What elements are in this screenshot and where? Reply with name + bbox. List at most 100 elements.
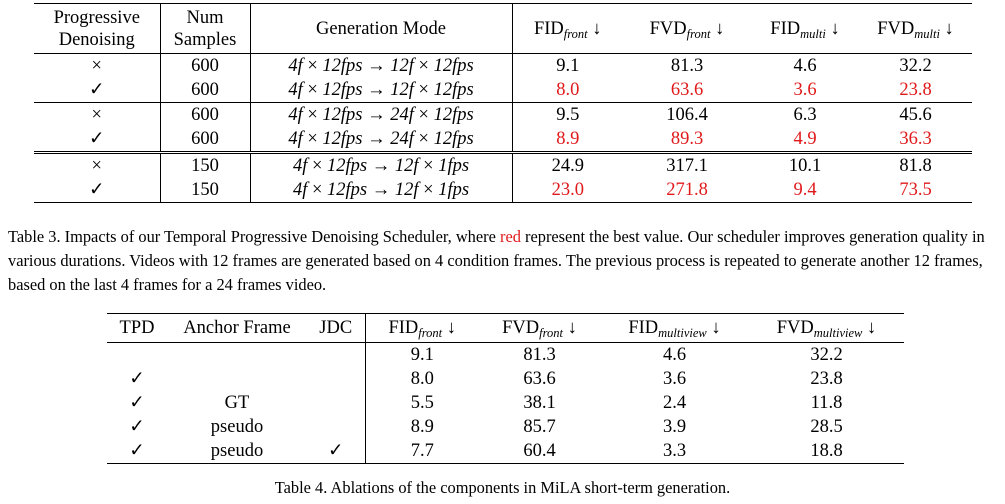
- fid-multi-cell: 4.9: [793, 129, 817, 149]
- fvd-front-cell: 81.3: [523, 345, 556, 365]
- table-4: TPD Anchor Frame JDC FIDfront ↓ FVDfront…: [107, 313, 904, 464]
- generation-mode-term: 1fps: [438, 156, 470, 176]
- generation-mode-term: 12fps: [322, 56, 363, 76]
- fvd-multi-cell: 36.3: [899, 129, 932, 149]
- anchor-frame-cell: pseudo: [210, 417, 264, 437]
- anchor-frame-cell: [167, 367, 307, 391]
- red-word: red: [499, 227, 521, 246]
- fid-front-cell: 8.9: [410, 417, 434, 437]
- jdc-cell: [307, 342, 366, 367]
- table-header-row: TPD Anchor Frame JDC FIDfront ↓ FVDfront…: [107, 313, 904, 343]
- col-header-anchor-frame: Anchor Frame: [183, 318, 291, 338]
- table-row: ✓ 8.0 63.6 3.6 23.8: [107, 367, 904, 391]
- jdc-cell: [307, 391, 366, 415]
- generation-mode-term: 12fps: [327, 180, 368, 200]
- fvd-multi-cell: 81.8: [899, 156, 932, 176]
- generation-mode-term: 12fps: [322, 105, 363, 125]
- col-header-fvd-multiview: FVDmultiview ↓: [776, 318, 877, 340]
- generation-mode-term: 24f: [390, 129, 414, 149]
- generation-mode-term: 12f: [390, 80, 414, 100]
- table-3-caption: Table 3. Impacts of our Temporal Progres…: [8, 227, 985, 294]
- col-header-num-samples: Num Samples: [160, 3, 251, 54]
- fvd-multiview-cell: 28.5: [810, 417, 843, 437]
- generation-mode-term: 12f: [390, 56, 414, 76]
- fvd-multi-cell: 45.6: [899, 105, 932, 125]
- fvd-front-cell: 317.1: [666, 156, 708, 176]
- col-header-fvd-front: FVDfront ↓: [649, 18, 725, 41]
- tpd-cell: [107, 343, 167, 368]
- num-samples-cell: 150: [160, 178, 251, 203]
- fid-front-cell: 9.1: [410, 345, 434, 365]
- fvd-front-cell: 106.4: [666, 105, 708, 125]
- fid-multi-cell: 6.3: [793, 105, 817, 125]
- fvd-front-cell: 81.3: [670, 56, 704, 76]
- fid-front-cell: 24.9: [551, 156, 584, 176]
- col-header-jdc: JDC: [307, 313, 366, 343]
- fid-front-cell: 7.7: [410, 441, 434, 461]
- fid-multi-cell: 10.1: [788, 156, 822, 176]
- generation-mode-cell: 4f × 12fps → 12f × 1fps: [250, 152, 513, 178]
- table-row: ✓ 600 4f × 12fps → 12f × 12fps 8.0 63.6 3.6 23…: [34, 78, 972, 103]
- generation-mode-term: 12f: [394, 156, 419, 176]
- generation-mode-term: 4f: [288, 129, 303, 149]
- fvd-multiview-cell: 18.8: [810, 441, 843, 461]
- fid-multiview-cell: 2.4: [662, 393, 687, 413]
- anchor-frame-cell: GT: [224, 393, 250, 413]
- generation-mode-term: 12f: [394, 180, 419, 200]
- tpd-cell: ✓: [129, 441, 145, 461]
- generation-mode-term: 12fps: [322, 129, 363, 149]
- fid-front-cell: 8.0: [410, 369, 434, 389]
- fid-front-cell: 9.1: [556, 56, 580, 76]
- generation-mode-term: 4f: [292, 180, 308, 200]
- table-row: ✓ 600 4f × 12fps → 24f × 12fps 8.9 89.3 4.9 36…: [34, 127, 972, 153]
- generation-mode-term: 12fps: [433, 80, 474, 100]
- fvd-front-cell: 63.6: [523, 369, 556, 389]
- jdc-cell: [307, 415, 366, 439]
- table-row: ✓ GT 5.5 38.1 2.4 11.8: [107, 391, 904, 415]
- fvd-front-cell: 89.3: [670, 129, 704, 149]
- fvd-front-cell: 85.7: [523, 417, 556, 437]
- col-header-fvd-front: FVDfront ↓: [502, 318, 577, 340]
- generation-mode-term: 12fps: [433, 129, 474, 149]
- fvd-front-cell: 60.4: [523, 441, 556, 461]
- fid-front-cell: 8.9: [556, 129, 580, 149]
- table-row: ✓ 150 4f × 12fps → 12f × 1fps 23.0 271.8 9.4 7…: [34, 178, 972, 203]
- table-row: ✓ pseudo ✓ 7.7 60.4 3.3 18.8: [107, 439, 904, 464]
- table-3: Progressive Denoising Num Samples Generati…: [34, 3, 972, 203]
- fvd-multiview-cell: 23.8: [810, 369, 843, 389]
- col-header-tpd: TPD: [119, 318, 155, 338]
- fvd-multi-cell: 23.8: [899, 80, 932, 100]
- anchor-frame-cell: [167, 343, 307, 368]
- generation-mode-term: 4f: [288, 56, 303, 76]
- generation-mode-term: 1fps: [438, 180, 470, 200]
- num-samples-cell: 600: [160, 127, 251, 153]
- generation-mode-term: 12fps: [433, 56, 474, 76]
- tpd-cell: ✓: [129, 417, 145, 437]
- fvd-front-cell: 63.6: [670, 80, 704, 100]
- progressive-denoising-cell: ×: [34, 102, 161, 127]
- col-header-progressive-denoising: Progressive Denoising: [34, 3, 161, 54]
- fvd-front-cell: 38.1: [523, 393, 556, 413]
- fid-multi-cell: 4.6: [793, 56, 817, 76]
- col-header-fid-front: FIDfront ↓: [388, 318, 457, 340]
- generation-mode-term: 12fps: [322, 80, 363, 100]
- col-header-fid-front: FIDfront ↓: [533, 18, 602, 41]
- num-samples-cell: 150: [160, 152, 251, 178]
- generation-mode-cell: 4f × 12fps → 12f × 12fps: [250, 53, 513, 78]
- jdc-cell: [307, 367, 366, 391]
- fvd-front-cell: 271.8: [666, 180, 708, 200]
- fvd-multiview-cell: 11.8: [810, 393, 843, 413]
- fid-multiview-cell: 4.6: [662, 345, 687, 365]
- generation-mode-term: 4f: [292, 156, 308, 176]
- fid-multi-cell: 9.4: [793, 180, 817, 200]
- progressive-denoising-cell: ✓: [34, 127, 161, 153]
- progressive-denoising-cell: ✓: [34, 78, 161, 103]
- col-header-fid-multiview: FIDmultiview ↓: [628, 318, 721, 340]
- generation-mode-term: 12fps: [433, 105, 474, 125]
- table-row: ✓ pseudo 8.9 85.7 3.9 28.5: [107, 415, 904, 439]
- table-row: 9.1 81.3 4.6 32.2: [107, 342, 904, 368]
- col-header-generation-mode: Generation Mode: [250, 3, 513, 54]
- generation-mode-cell: 4f × 12fps → 24f × 12fps: [250, 127, 513, 153]
- fvd-multi-cell: 32.2: [899, 56, 932, 76]
- table-row: × 150 4f × 12fps → 12f × 1fps 24.9 317.1 10.1…: [34, 152, 972, 178]
